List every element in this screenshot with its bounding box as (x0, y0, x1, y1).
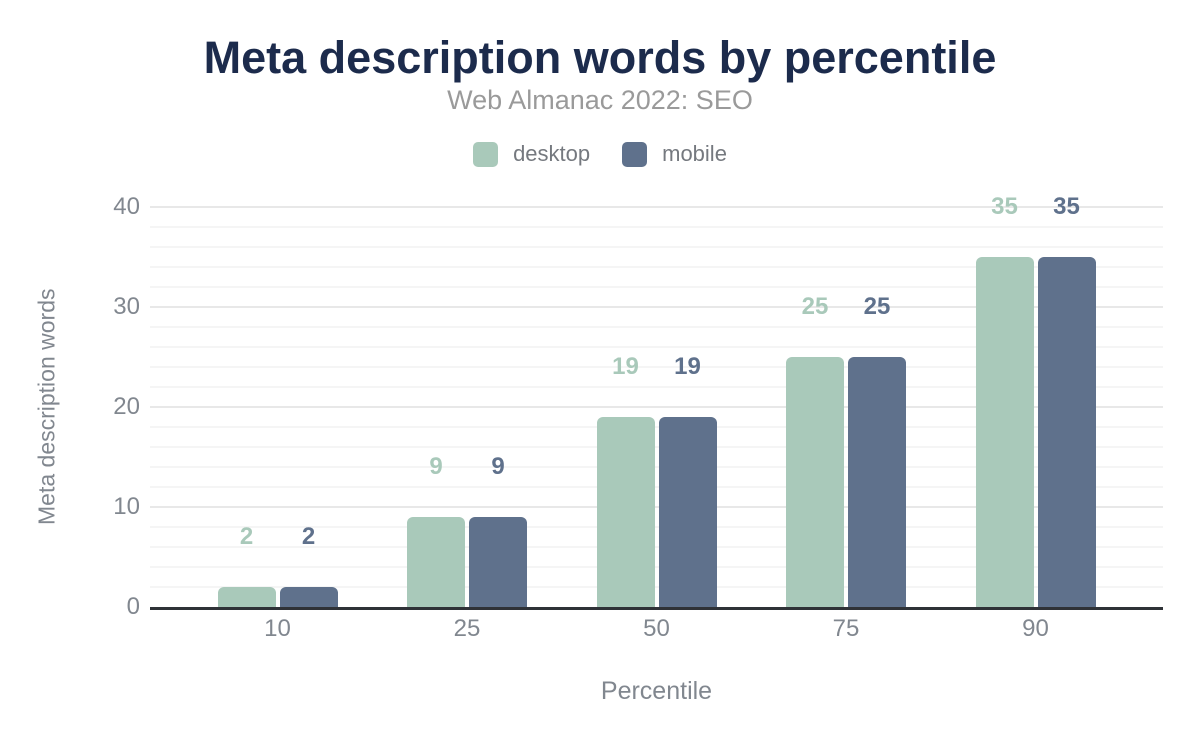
bar-value-label: 35 (1053, 193, 1080, 220)
y-tick-label: 20 (113, 393, 140, 420)
legend-item-mobile[interactable]: mobile (622, 141, 727, 167)
minor-gridline (150, 446, 1163, 448)
chart-title: Meta description words by percentile (203, 32, 997, 83)
bar-mobile-p75[interactable] (848, 357, 906, 607)
x-tick-label: 10 (264, 615, 291, 642)
minor-gridline (150, 466, 1163, 468)
minor-gridline (150, 226, 1163, 228)
x-tick-label: 75 (832, 615, 860, 642)
bar-value-label: 25 (863, 293, 891, 320)
chart-subtitle: Web Almanac 2022: SEO (447, 85, 753, 115)
minor-gridline (150, 366, 1163, 368)
bar-desktop-p10[interactable] (217, 587, 276, 607)
bar-mobile-p90[interactable] (1037, 257, 1096, 607)
legend-item-desktop[interactable]: desktop (473, 141, 590, 167)
bar-value-label: 19 (674, 353, 701, 380)
major-gridline (150, 506, 1163, 508)
bar-value-label: 19 (612, 353, 639, 380)
minor-gridline (150, 426, 1163, 428)
legend-swatch-desktop (473, 141, 499, 167)
major-gridline (150, 406, 1163, 408)
bar-desktop-p25[interactable] (407, 517, 465, 607)
minor-gridline (150, 566, 1163, 568)
legend-label-desktop: desktop (513, 141, 591, 166)
y-tick-label: 30 (113, 293, 140, 320)
bar-value-label: 2 (301, 523, 316, 550)
bar-value-label: 25 (801, 293, 829, 320)
legend-swatch-mobile (622, 141, 648, 167)
bar-desktop-p50[interactable] (596, 417, 655, 607)
minor-gridline (150, 246, 1163, 248)
minor-gridline (150, 386, 1163, 388)
legend-label-mobile: mobile (662, 141, 727, 166)
x-axis-title: Percentile (600, 677, 713, 705)
bar-value-label: 35 (991, 193, 1018, 220)
bar-mobile-p50[interactable] (658, 417, 717, 607)
major-gridline (150, 206, 1163, 208)
x-tick-label: 50 (643, 615, 670, 642)
minor-gridline (150, 326, 1163, 328)
bar-value-label: 2 (239, 523, 254, 550)
major-gridline (150, 306, 1163, 308)
bar-mobile-p10[interactable] (279, 587, 338, 607)
x-axis-line (150, 607, 1163, 610)
x-tick-label: 25 (453, 615, 481, 642)
minor-gridline (150, 286, 1163, 288)
legend: desktop mobile (0, 141, 1200, 167)
minor-gridline (150, 546, 1163, 548)
bar-value-label: 9 (429, 453, 443, 480)
y-tick-label: 10 (113, 493, 140, 520)
bar-mobile-p25[interactable] (469, 517, 527, 607)
minor-gridline (150, 346, 1163, 348)
x-tick-label: 90 (1022, 615, 1049, 642)
bar-desktop-p75[interactable] (786, 357, 844, 607)
minor-gridline (150, 486, 1163, 488)
y-tick-label: 40 (113, 193, 140, 220)
minor-gridline (150, 586, 1163, 588)
plot-area: 2 2 9 9 19 19 25 25 35 35 (150, 195, 1163, 607)
bar-value-label: 9 (491, 453, 505, 480)
minor-gridline (150, 266, 1163, 268)
bar-desktop-p90[interactable] (975, 257, 1034, 607)
y-tick-label: 0 (126, 593, 140, 620)
minor-gridline (150, 526, 1163, 528)
